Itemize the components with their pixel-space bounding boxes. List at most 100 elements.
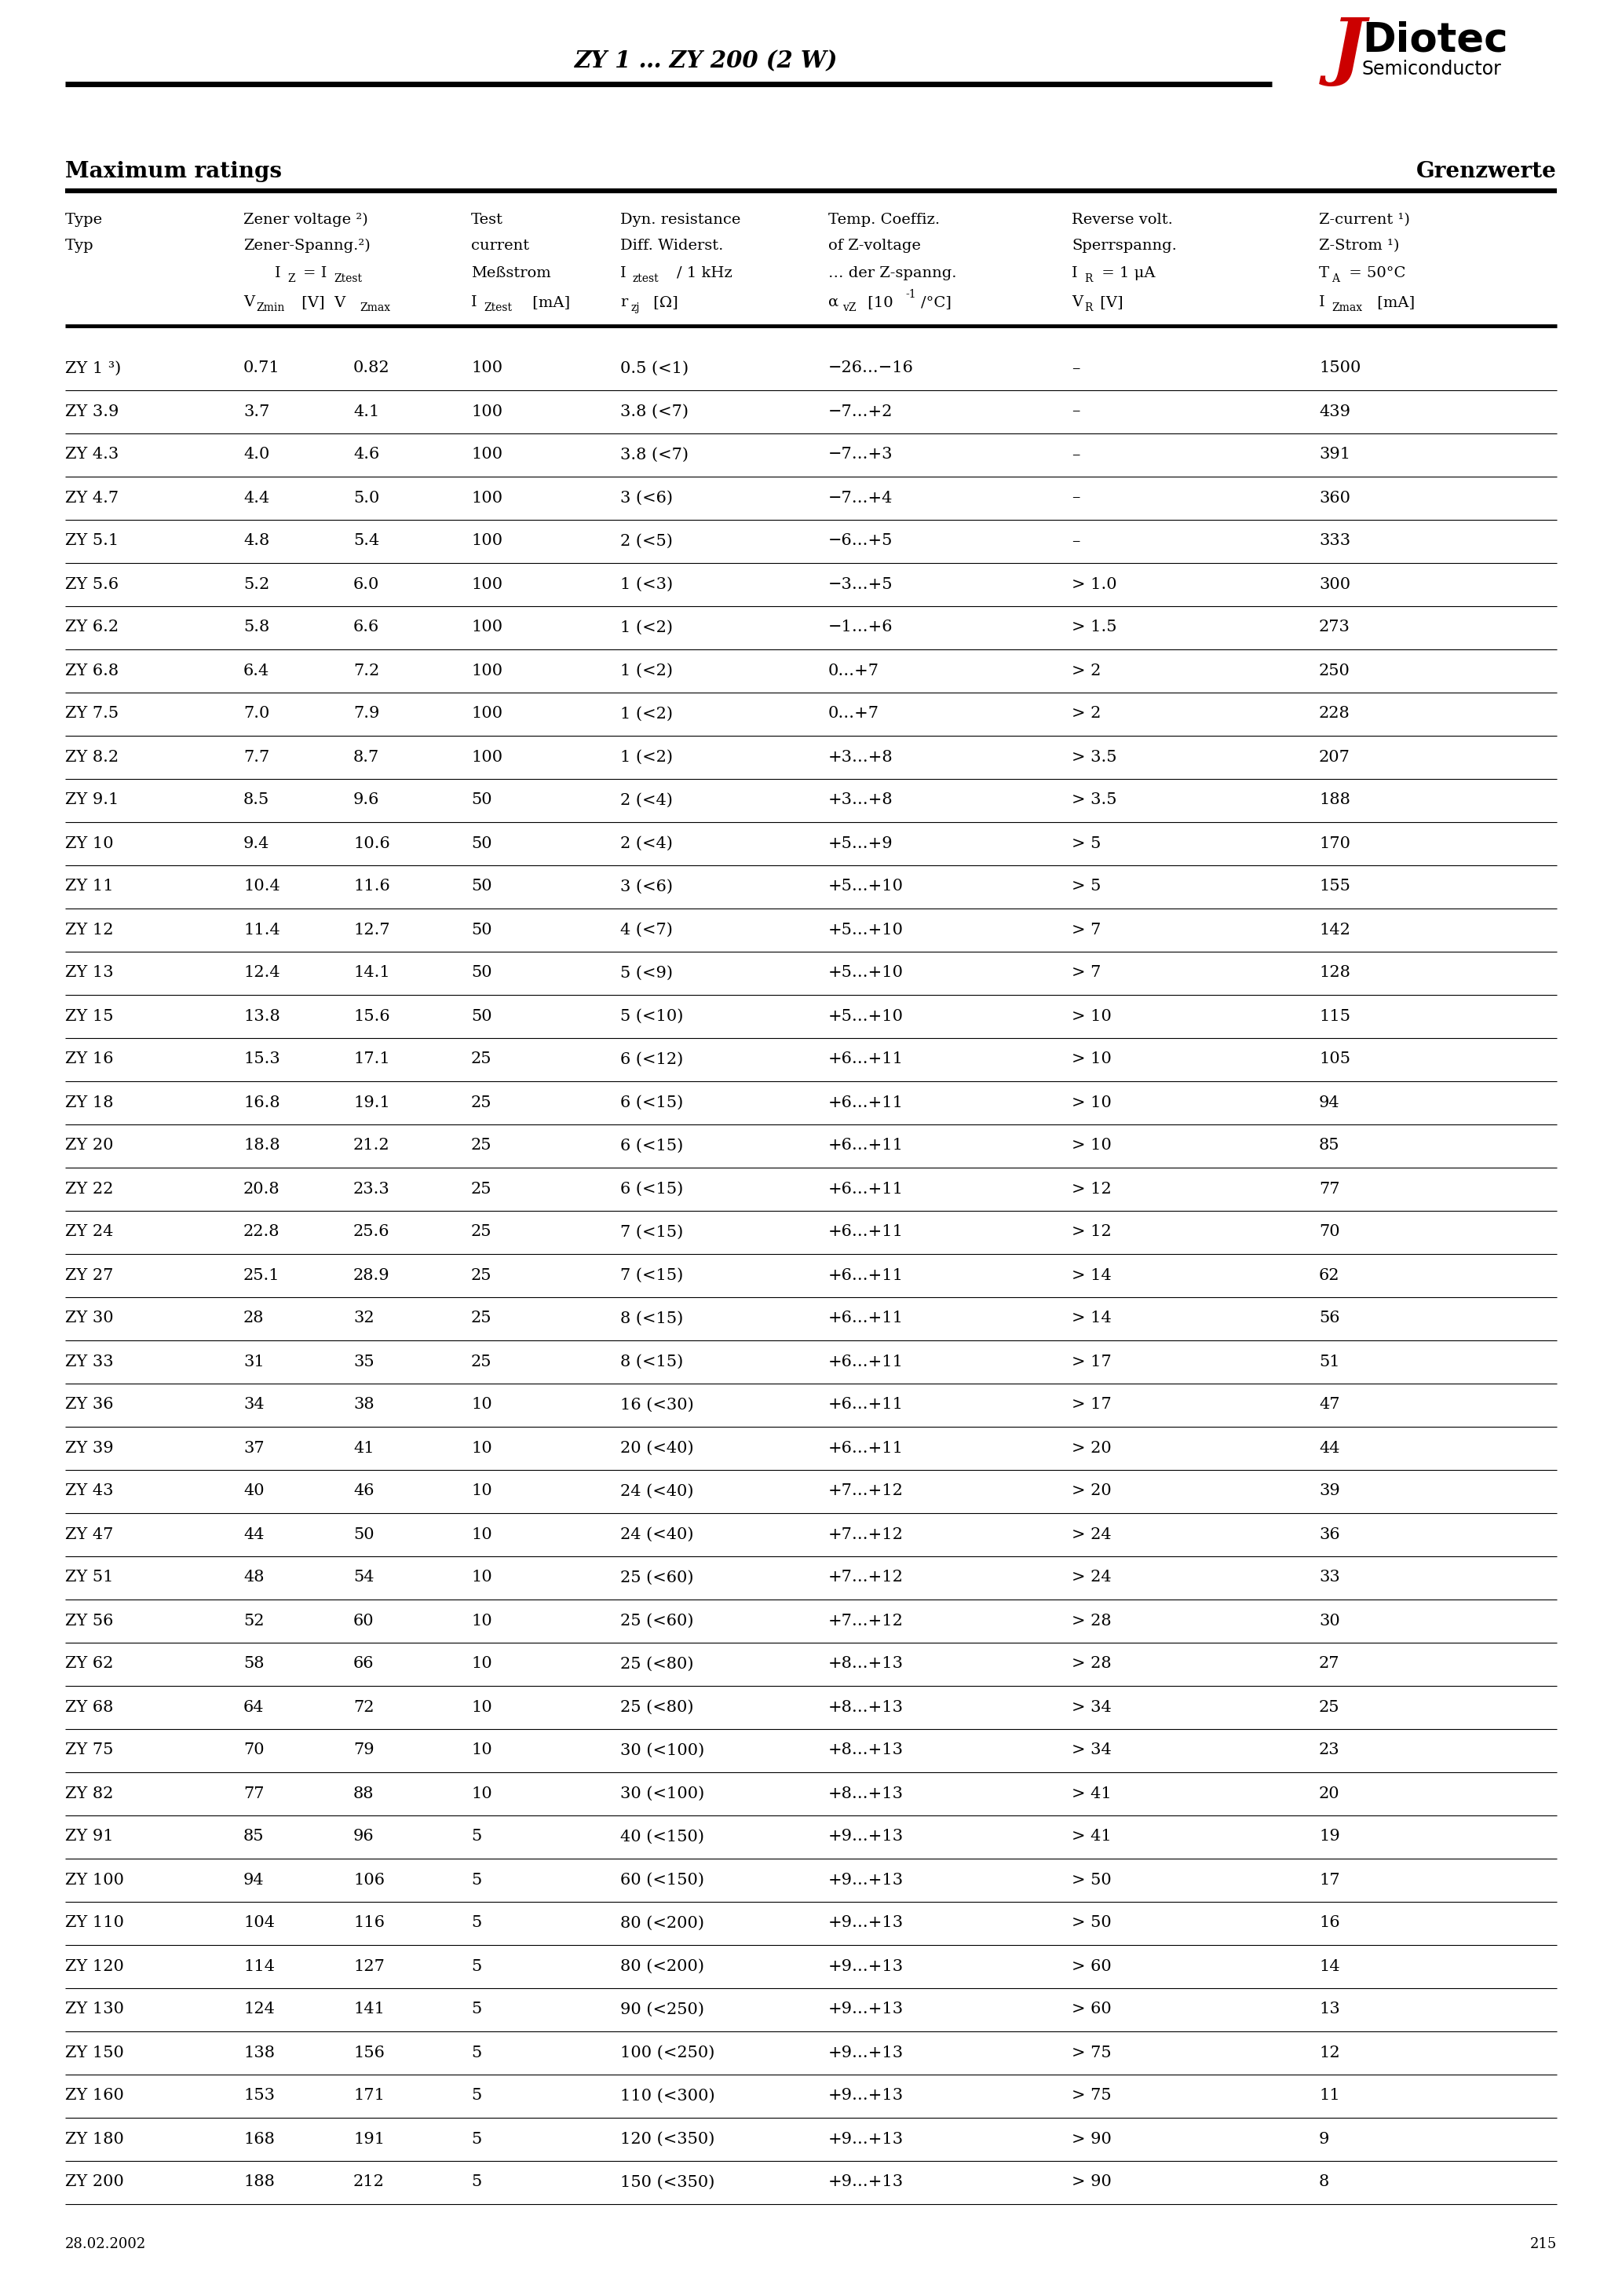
Text: 5 (<9): 5 (<9)	[620, 964, 673, 980]
Text: > 10: > 10	[1072, 1095, 1111, 1109]
Text: 7.2: 7.2	[354, 664, 380, 677]
Text: +6…+11: +6…+11	[829, 1311, 903, 1325]
Text: 25.6: 25.6	[354, 1224, 389, 1240]
Text: ZY 30: ZY 30	[65, 1311, 114, 1325]
Text: 439: 439	[1319, 404, 1351, 418]
Text: ZY 10: ZY 10	[65, 836, 114, 852]
Text: +5…+9: +5…+9	[829, 836, 894, 852]
Text: r: r	[620, 296, 628, 310]
Text: 2 (<4): 2 (<4)	[620, 836, 673, 852]
Text: 10: 10	[470, 1398, 491, 1412]
Text: 94: 94	[1319, 1095, 1340, 1109]
Text: 273: 273	[1319, 620, 1350, 636]
Text: 66: 66	[354, 1655, 375, 1671]
Text: 5: 5	[470, 1915, 482, 1931]
Text: 22.8: 22.8	[243, 1224, 281, 1240]
Text: > 75: > 75	[1072, 2089, 1111, 2103]
Text: 40: 40	[243, 1483, 264, 1499]
Text: 191: 191	[354, 2131, 384, 2147]
Text: ZY 9.1: ZY 9.1	[65, 792, 118, 808]
Text: 5.4: 5.4	[354, 533, 380, 549]
Text: 12.4: 12.4	[243, 964, 281, 980]
Text: 13: 13	[1319, 2002, 1340, 2016]
Text: 168: 168	[243, 2131, 274, 2147]
Text: 10.4: 10.4	[243, 879, 281, 893]
Text: 7.0: 7.0	[243, 707, 269, 721]
Text: ZY 27: ZY 27	[65, 1267, 114, 1283]
Text: 333: 333	[1319, 533, 1351, 549]
Text: +9…+13: +9…+13	[829, 1958, 903, 1975]
Text: 120 (<350): 120 (<350)	[620, 2131, 715, 2147]
Text: 10: 10	[470, 1483, 491, 1499]
Text: 31: 31	[243, 1355, 264, 1368]
Text: > 24: > 24	[1072, 1527, 1111, 1543]
Text: 88: 88	[354, 1786, 375, 1800]
Text: 90 (<250): 90 (<250)	[620, 2002, 704, 2016]
Text: 0.82: 0.82	[354, 360, 389, 377]
Text: R: R	[1083, 273, 1092, 285]
Text: 5: 5	[470, 1958, 482, 1975]
Text: > 14: > 14	[1072, 1267, 1111, 1283]
Text: 6 (<15): 6 (<15)	[620, 1095, 683, 1109]
Text: Z: Z	[287, 273, 295, 285]
Text: Zmax: Zmax	[360, 303, 391, 312]
Text: 391: 391	[1319, 448, 1351, 461]
Text: 156: 156	[354, 2046, 384, 2060]
Text: −26…−16: −26…−16	[829, 360, 913, 377]
Text: 19: 19	[1319, 1830, 1340, 1844]
Text: 25: 25	[470, 1311, 491, 1325]
Text: > 90: > 90	[1072, 2174, 1111, 2190]
Text: +8…+13: +8…+13	[829, 1699, 903, 1715]
Text: +9…+13: +9…+13	[829, 1871, 903, 1887]
Text: +5…+10: +5…+10	[829, 923, 903, 937]
Text: 100: 100	[470, 748, 503, 765]
Text: +9…+13: +9…+13	[829, 2174, 903, 2190]
Text: > 17: > 17	[1072, 1355, 1111, 1368]
Text: 50: 50	[354, 1527, 375, 1543]
Text: Z-current ¹): Z-current ¹)	[1319, 214, 1410, 227]
Text: 1 (<2): 1 (<2)	[620, 620, 673, 636]
Text: 1 (<2): 1 (<2)	[620, 707, 673, 721]
Text: > 3.5: > 3.5	[1072, 748, 1118, 765]
Text: 30 (<100): 30 (<100)	[620, 1786, 704, 1800]
Text: +6…+11: +6…+11	[829, 1182, 903, 1196]
Text: +8…+13: +8…+13	[829, 1743, 903, 1759]
Text: 10: 10	[470, 1527, 491, 1543]
Text: 3 (<6): 3 (<6)	[620, 491, 673, 505]
Text: +9…+13: +9…+13	[829, 2046, 903, 2060]
Text: ZY 75: ZY 75	[65, 1743, 114, 1759]
Text: −7…+2: −7…+2	[829, 404, 894, 418]
Text: of Z-voltage: of Z-voltage	[829, 239, 921, 253]
Text: 5 (<10): 5 (<10)	[620, 1008, 683, 1024]
Text: 40 (<150): 40 (<150)	[620, 1830, 704, 1844]
Text: ZY 6.8: ZY 6.8	[65, 664, 118, 677]
Text: 25 (<80): 25 (<80)	[620, 1655, 694, 1671]
Text: vZ: vZ	[842, 303, 856, 312]
Text: ZY 3.9: ZY 3.9	[65, 404, 118, 418]
Text: 8.7: 8.7	[354, 748, 380, 765]
Text: 24 (<40): 24 (<40)	[620, 1527, 694, 1543]
Text: 9.6: 9.6	[354, 792, 380, 808]
Text: 100 (<250): 100 (<250)	[620, 2046, 715, 2060]
Text: 115: 115	[1319, 1008, 1351, 1024]
Text: ZY 15: ZY 15	[65, 1008, 114, 1024]
Text: 100: 100	[470, 448, 503, 461]
Text: 188: 188	[1319, 792, 1350, 808]
Text: Diotec: Diotec	[1362, 21, 1508, 60]
Text: [V]  V: [V] V	[297, 296, 345, 310]
Text: 4.8: 4.8	[243, 533, 269, 549]
Text: Zmin: Zmin	[256, 303, 284, 312]
Text: Ztest: Ztest	[334, 273, 362, 285]
Text: Diff. Widerst.: Diff. Widerst.	[620, 239, 723, 253]
Text: 52: 52	[243, 1614, 264, 1628]
Text: current: current	[470, 239, 529, 253]
Text: Reverse volt.: Reverse volt.	[1072, 214, 1173, 227]
Text: ZY 39: ZY 39	[65, 1440, 114, 1456]
Text: 4 (<7): 4 (<7)	[620, 923, 673, 937]
Text: 10: 10	[470, 1614, 491, 1628]
Text: 116: 116	[354, 1915, 384, 1931]
Text: 11.6: 11.6	[354, 879, 389, 893]
Text: +6…+11: +6…+11	[829, 1095, 903, 1109]
Text: 9: 9	[1319, 2131, 1330, 2147]
Text: +7…+12: +7…+12	[829, 1527, 903, 1543]
